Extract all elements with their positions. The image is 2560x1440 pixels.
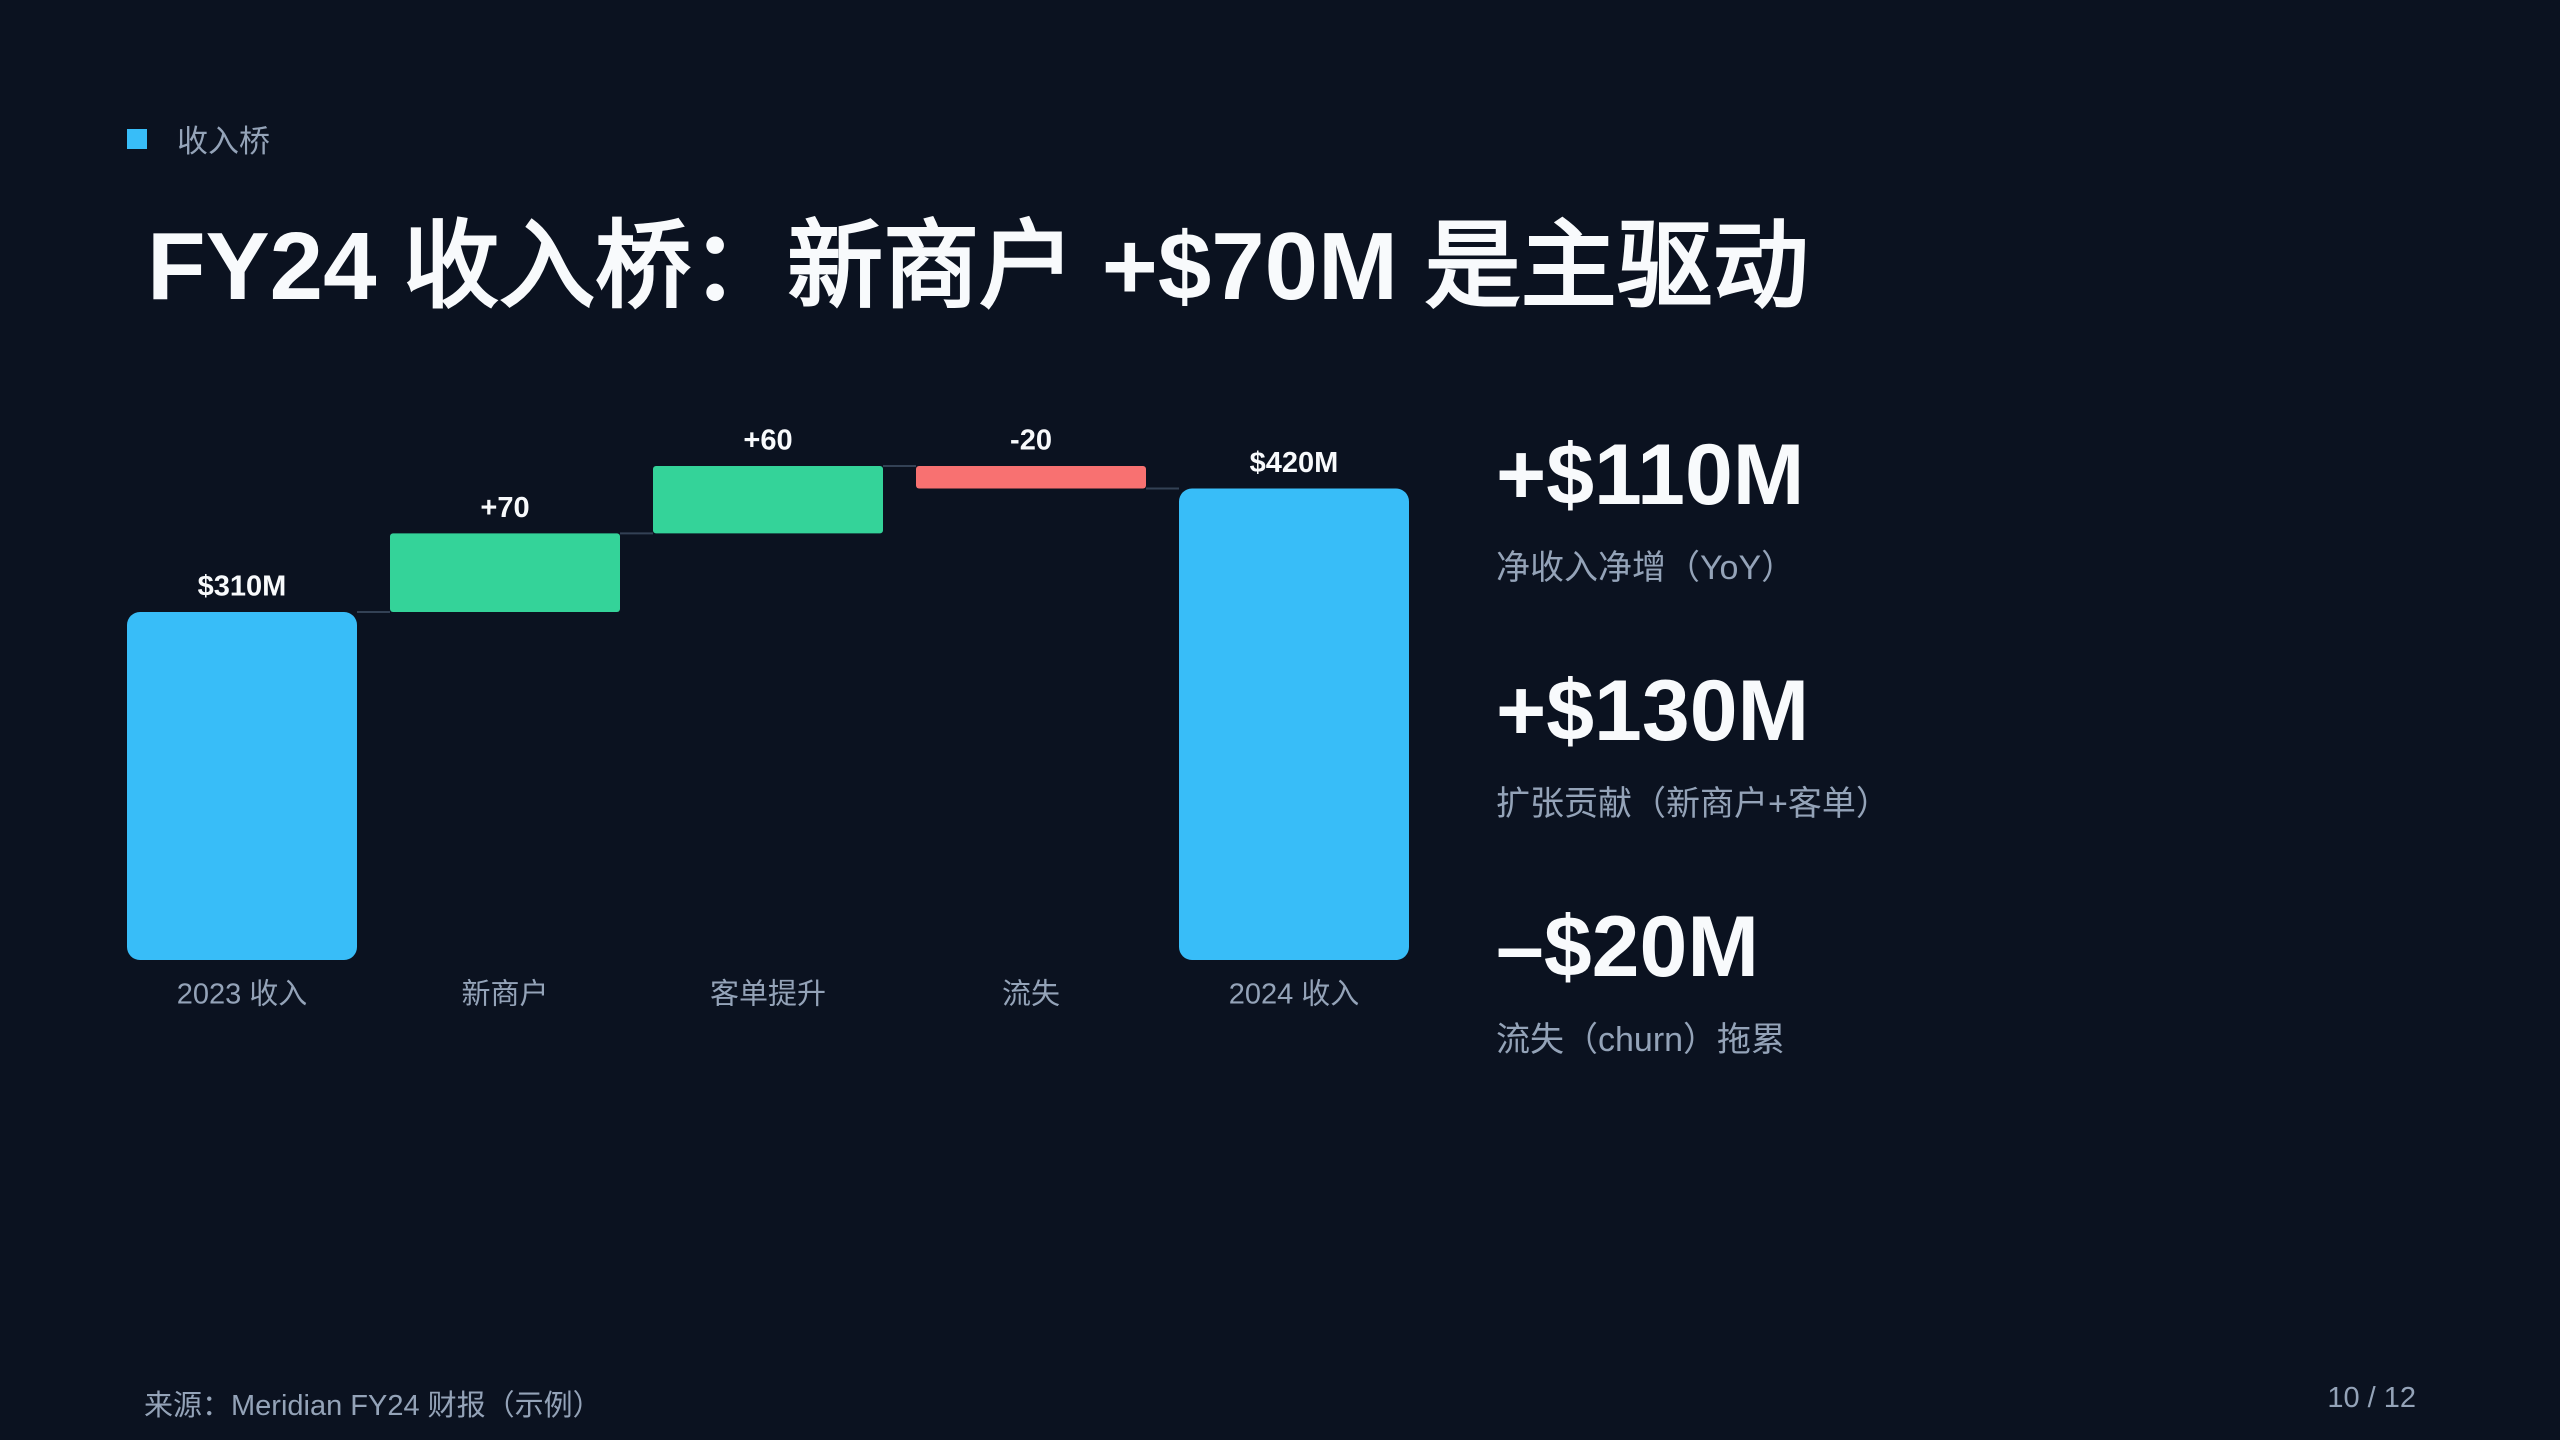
section-tag: 收入桥 <box>127 116 270 161</box>
delta-bar <box>916 466 1146 489</box>
value-label: +60 <box>743 425 792 457</box>
x-tick-label: 客单提升 <box>710 978 826 1011</box>
value-label: $420M <box>1250 447 1339 479</box>
value-label: +70 <box>480 492 529 524</box>
x-tick-label: 流失 <box>1002 978 1060 1011</box>
total-bar <box>1179 488 1409 960</box>
kpi-value: +$130M <box>1496 663 1810 759</box>
source-note: 来源：Meridian FY24 财报（示例） <box>144 1390 602 1422</box>
delta-bar <box>653 466 883 534</box>
page-number: 10 / 12 <box>2327 1382 2416 1414</box>
x-tick-label: 新商户 <box>461 978 548 1011</box>
kpi-value: +$110M <box>1496 427 1805 523</box>
value-label: -20 <box>1010 425 1052 457</box>
slide-title: FY24 收入桥：新商户 +$70M 是主驱动 <box>147 213 1809 320</box>
x-tick-label: 2024 收入 <box>1229 978 1360 1011</box>
total-bar <box>127 611 357 960</box>
kpi-list: +$110M 净收入净增（YoY） +$130M 扩张贡献（新商户+客单） –$20… <box>1496 420 2396 1128</box>
kpi: –$20M 流失（churn）拖累 <box>1496 892 2396 1128</box>
tag-marker <box>127 128 147 149</box>
kpi-label: 流失（churn）拖累 <box>1496 1021 1786 1059</box>
kpi-label: 净收入净增（YoY） <box>1496 549 1796 587</box>
kpi-value: –$20M <box>1496 899 1759 995</box>
kpi: +$110M 净收入净增（YoY） <box>1496 420 2396 656</box>
kpi: +$130M 扩张贡献（新商户+客单） <box>1496 656 2396 892</box>
chart: $310M 2023 收入 +70 新商户 +60 客单提升 -20 流失 $420M 2024 … <box>127 425 1409 1011</box>
delta-bar <box>390 533 620 612</box>
x-tick-label: 2023 收入 <box>177 978 308 1011</box>
value-label: $310M <box>198 571 287 603</box>
tag-text: 收入桥 <box>177 124 270 159</box>
kpi-label: 扩张贡献（新商户+客单） <box>1496 785 1890 823</box>
